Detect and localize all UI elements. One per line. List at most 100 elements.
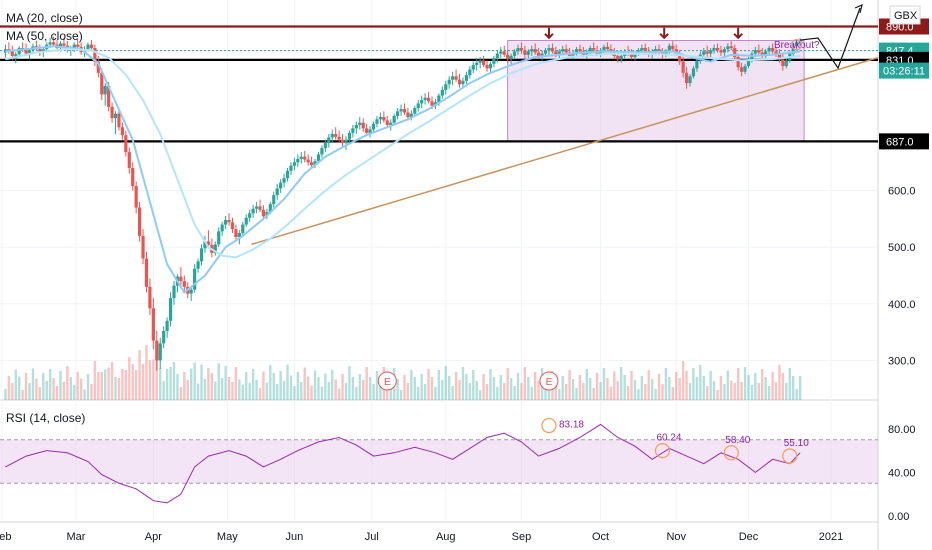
volume-bar — [310, 385, 313, 400]
volume-bar — [73, 385, 76, 400]
candle-body — [705, 51, 709, 54]
rsi-peak-label: 83.18 — [559, 420, 584, 431]
volume-bar — [420, 374, 423, 400]
volume-bar — [613, 371, 616, 400]
candle-body — [512, 51, 517, 56]
candle-body — [502, 51, 506, 55]
candle-body — [165, 320, 169, 331]
candle-body — [275, 188, 279, 196]
volume-bar — [220, 378, 224, 400]
volume-bar — [238, 379, 241, 400]
volume-bar — [165, 369, 169, 400]
candle-body — [124, 135, 128, 153]
candle-body — [323, 143, 327, 149]
earnings-marker — [539, 371, 559, 391]
candle-body — [120, 127, 124, 136]
grid-layer — [0, 0, 879, 550]
candle-body — [103, 85, 107, 95]
candle-body — [89, 44, 94, 48]
ma50-line — [5, 48, 801, 259]
candle-body — [131, 167, 135, 187]
candle-body — [368, 129, 372, 133]
candle-body — [261, 209, 266, 217]
candle-body — [495, 53, 499, 59]
volume-bar — [76, 372, 79, 400]
candle-body — [461, 80, 465, 85]
candle-body — [537, 52, 541, 56]
volume-bar — [134, 370, 138, 400]
candle-body — [127, 152, 131, 168]
time-tick-label: Oct — [592, 531, 609, 543]
candle-body — [117, 113, 121, 128]
volume-bar — [121, 369, 124, 400]
volume-bar — [172, 362, 176, 400]
volume-bar — [417, 387, 420, 400]
candle-body — [347, 132, 352, 140]
volume-bar — [7, 376, 11, 400]
volume-bar — [159, 368, 162, 400]
price-tick-label: 600.0 — [888, 186, 916, 198]
volume-bar — [513, 386, 516, 400]
volume-bar — [231, 382, 234, 400]
volume-bar — [241, 384, 244, 400]
volume-bar — [747, 375, 750, 400]
volume-bar — [578, 375, 582, 400]
volume-bar — [86, 374, 90, 400]
volume-bar — [97, 372, 100, 400]
volume-bar — [692, 368, 695, 400]
volume-bar — [262, 371, 265, 400]
volume-bar — [375, 371, 379, 400]
resistance-arrow — [544, 27, 554, 40]
volume-bar — [475, 381, 478, 400]
candle-body — [268, 204, 272, 213]
volume-bar — [441, 380, 444, 400]
candle-body — [337, 136, 341, 140]
candle-body — [609, 49, 613, 52]
candle-body — [784, 60, 788, 67]
volume-bar — [313, 370, 317, 400]
candle-body — [616, 55, 620, 60]
volume-bar — [258, 388, 262, 400]
candle-body — [712, 47, 716, 51]
volume-bar — [296, 372, 300, 400]
candle-body — [162, 330, 166, 344]
volume-bar — [726, 370, 730, 400]
candle-body — [310, 162, 314, 166]
volume-bar — [368, 377, 372, 400]
volume-bar — [558, 389, 561, 400]
volume-bar — [509, 378, 513, 400]
volume-bar — [516, 373, 520, 400]
candle-body — [248, 213, 252, 218]
candle-body — [519, 47, 524, 51]
candle-body — [385, 120, 389, 125]
volume-bar — [675, 372, 678, 400]
volume-bars — [4, 345, 802, 400]
candle-body — [564, 49, 568, 53]
volume-bar — [702, 376, 705, 400]
volume-bar — [162, 381, 165, 400]
candle-body — [151, 308, 155, 341]
candle-body — [764, 51, 768, 55]
volume-bar — [661, 384, 664, 400]
volume-bar — [778, 365, 781, 400]
volume-bar — [461, 367, 465, 400]
volume-bar — [623, 375, 626, 400]
candle-body — [141, 235, 145, 259]
candle-body — [451, 76, 455, 80]
candle-body — [396, 111, 400, 116]
volume-bar — [761, 369, 764, 400]
volume-bar — [706, 386, 709, 400]
volume-bar — [592, 388, 595, 400]
volume-bar — [585, 369, 588, 400]
candle-body — [351, 128, 355, 133]
volume-bar — [176, 374, 179, 400]
candle-body — [389, 122, 393, 125]
candle-body — [416, 103, 420, 108]
candle-body — [440, 89, 444, 96]
volume-bar — [472, 370, 475, 400]
candle-body — [158, 343, 162, 361]
volume-bar — [245, 372, 248, 400]
volume-bar — [42, 373, 45, 400]
volume-bar — [771, 372, 774, 400]
candle-body — [213, 244, 217, 253]
